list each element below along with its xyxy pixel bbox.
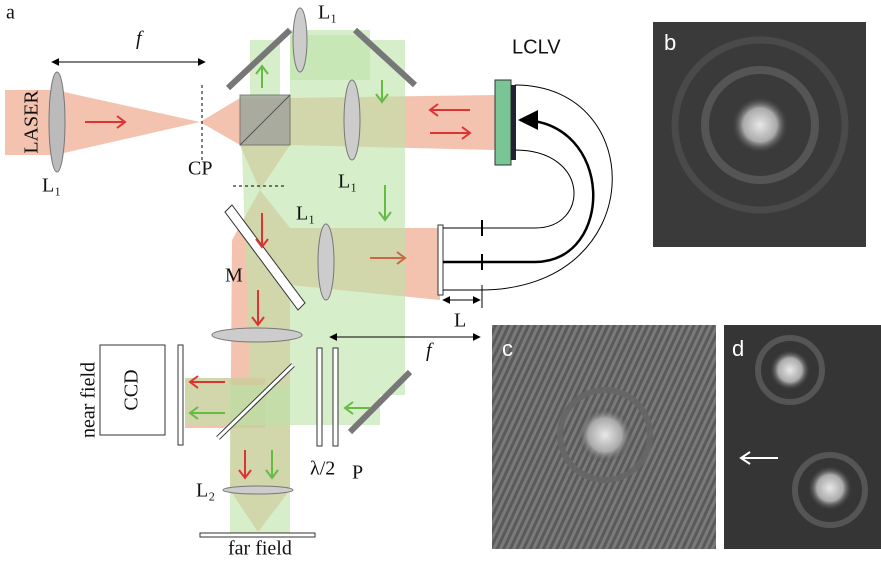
panel-label: d [732, 336, 744, 361]
image-b: b [653, 22, 866, 247]
label: L₁ [318, 2, 337, 24]
label: L [454, 310, 466, 332]
label: near field [78, 362, 100, 438]
figure: a f LASER L₁ CP L₁ L₁ L₁ M LCLV L f CCD … [0, 0, 881, 561]
label: LASER [21, 90, 43, 154]
label: f [426, 340, 434, 362]
label: L₁ [338, 171, 357, 193]
label: CCD [121, 369, 143, 410]
label: L₁ [296, 203, 315, 225]
label: L₂ [196, 480, 215, 502]
label: far field [228, 538, 292, 560]
label: L₁ [42, 175, 61, 197]
image-c: c [492, 325, 716, 549]
panel-label: a [6, 2, 15, 24]
image-d: d [724, 325, 881, 549]
label: LCLV [512, 36, 561, 58]
label: f [136, 28, 144, 50]
label: M [225, 265, 243, 287]
label: λ/2 [310, 458, 335, 480]
label: CP [188, 158, 212, 180]
label: P [352, 462, 363, 484]
panel-label: b [664, 30, 676, 55]
panel-label: c [502, 336, 513, 361]
